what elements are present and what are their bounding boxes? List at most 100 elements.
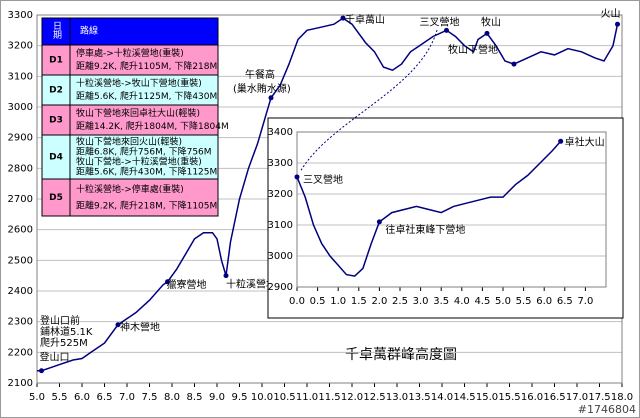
annotation: 登山口前	[40, 314, 80, 327]
y-tick-label: 3000	[8, 102, 33, 113]
annotation: 爬升525M	[40, 337, 88, 349]
marker	[484, 30, 490, 36]
table-row	[41, 134, 219, 180]
x-tick-label: 7.0	[119, 392, 135, 403]
x-tick-label: 7.0	[577, 296, 593, 307]
route-line: 十粒溪營地->停車處(重裝)	[76, 183, 184, 195]
x-tick-label: 5.5	[52, 392, 68, 403]
x-tick-label: 13.5	[408, 392, 430, 403]
route-line: 距離6.8K, 爬升756M, 下降756M	[76, 146, 212, 158]
y-tick-label: 2200	[8, 347, 33, 358]
y-tick-label: 2600	[8, 225, 33, 236]
route-line: 牧山下營地來回火山(輕裝)	[76, 136, 182, 148]
marker	[268, 95, 274, 101]
marker-label: 登山口	[40, 351, 70, 364]
x-tick-label: 6.5	[557, 296, 573, 307]
y-tick-label: 3300	[268, 158, 293, 169]
marker-label: 三叉營地	[303, 173, 343, 186]
x-tick-label: 3.5	[433, 296, 449, 307]
y-tick-label: 2400	[8, 286, 33, 297]
day-cell: D4	[49, 153, 63, 163]
x-tick-label: 6.0	[536, 296, 552, 307]
x-tick-label: 18.0	[611, 392, 633, 403]
x-tick-label: 2.0	[371, 296, 387, 307]
x-tick-label: 8.0	[164, 392, 180, 403]
x-tick-label: 0.0	[289, 296, 305, 307]
y-tick-label: 2900	[268, 282, 293, 293]
y-tick-label: 3100	[268, 220, 293, 231]
x-tick-label: 12.5	[363, 392, 385, 403]
header-cell: 日期	[51, 21, 62, 40]
route-line: 距離14.2K, 爬升1804M, 下降1804M	[76, 120, 229, 132]
x-tick-label: 16.0	[521, 392, 543, 403]
x-tick-label: 9.5	[232, 392, 248, 403]
marker	[376, 219, 382, 225]
x-tick-label: 15.5	[498, 392, 520, 403]
marker	[223, 273, 229, 279]
y-tick-label: 2500	[8, 255, 33, 266]
day-cell: D1	[49, 56, 63, 66]
connector	[299, 29, 438, 173]
x-tick-label: 7.5	[142, 392, 158, 403]
x-tick-label: 17.5	[588, 392, 610, 403]
x-tick-label: 15.0	[476, 392, 498, 403]
y-tick-label: 3000	[268, 251, 293, 262]
x-tick-label: 16.5	[543, 392, 565, 403]
x-tick-label: 2.5	[392, 296, 408, 307]
route-line: 停車處->十粒溪營地(重裝)	[76, 47, 184, 59]
y-tick-label: 2100	[8, 378, 33, 389]
line	[296, 140, 562, 277]
y-tick-label: 3200	[268, 189, 293, 200]
x-tick-label: 4.5	[474, 296, 490, 307]
inset-plot: 2900 3000 3100 3200 3300 3400 0.0 0.5 1.0 1.5 2.0 2…	[268, 127, 607, 307]
x-tick-label: 5.5	[516, 296, 532, 307]
table-row	[41, 44, 219, 76]
x-tick-label: 6.5	[97, 392, 113, 403]
y-tick-label: 2900	[8, 133, 33, 144]
marker-label: 獵寮營地	[167, 278, 207, 291]
table-row	[41, 74, 219, 106]
x-tick-label: 12.0	[341, 392, 363, 403]
marker	[165, 279, 170, 285]
x-tick-label: 1.0	[330, 296, 346, 307]
y-tick-label: 2800	[8, 163, 33, 174]
x-tick-label: 13.0	[386, 392, 408, 403]
marker	[294, 174, 300, 180]
table-row	[41, 178, 219, 217]
marker	[340, 15, 346, 21]
route-line: 距離9.2K, 爬升218M, 下降1105M	[76, 199, 217, 211]
day-cell: D2	[49, 86, 63, 96]
marker-label: 午餐高	[245, 68, 275, 81]
x-tick-label: 4.0	[454, 296, 470, 307]
route-line: 十粒溪營地->牧山下營地(重裝)	[76, 77, 202, 89]
marker	[444, 27, 449, 33]
marker-label: (巢水賄水源)	[233, 82, 291, 95]
y-tick-label: 3200	[8, 41, 33, 52]
route-line: 牧山下營地來回卓社大山(輕裝)	[76, 107, 200, 119]
x-tick-label: 11.5	[318, 392, 340, 403]
marker	[615, 21, 620, 27]
marker-label: 十粒溪營地	[226, 278, 276, 291]
marker	[115, 322, 121, 328]
route-table: 日期 路線 D1 停車處->十粒溪營地(重裝)距離9.2K, 爬升1105M, 下降2…	[41, 17, 229, 217]
route-line: 距離5.6K, 爬升1125M, 下降430M	[76, 90, 217, 102]
x-tick-label: 8.5	[187, 392, 203, 403]
y-tick-label: 3300	[8, 10, 33, 21]
inset-frame	[267, 117, 624, 319]
x-tick-label: 3.0	[413, 296, 429, 307]
x-tick-label: 10.0	[251, 392, 273, 403]
marker-label: 牧山下營地	[448, 43, 498, 56]
route-line: 距離5.6K, 爬升430M, 下降1125M	[76, 166, 217, 178]
x-tick-label: 14.0	[431, 392, 453, 403]
line	[37, 17, 619, 372]
x-tick-label: 0.5	[310, 296, 326, 307]
marker-label: 卓社大山	[565, 135, 605, 148]
day-cell: D5	[49, 193, 63, 203]
marker	[39, 368, 44, 374]
route-line: 距離9.2K, 爬升1105M, 下降218M	[76, 60, 217, 72]
y-tick-label: 2700	[8, 194, 33, 205]
x-tick-label: 5.0	[29, 392, 45, 403]
y-tick-label: 3100	[8, 71, 33, 82]
marker-label: 三叉營地	[420, 15, 460, 28]
